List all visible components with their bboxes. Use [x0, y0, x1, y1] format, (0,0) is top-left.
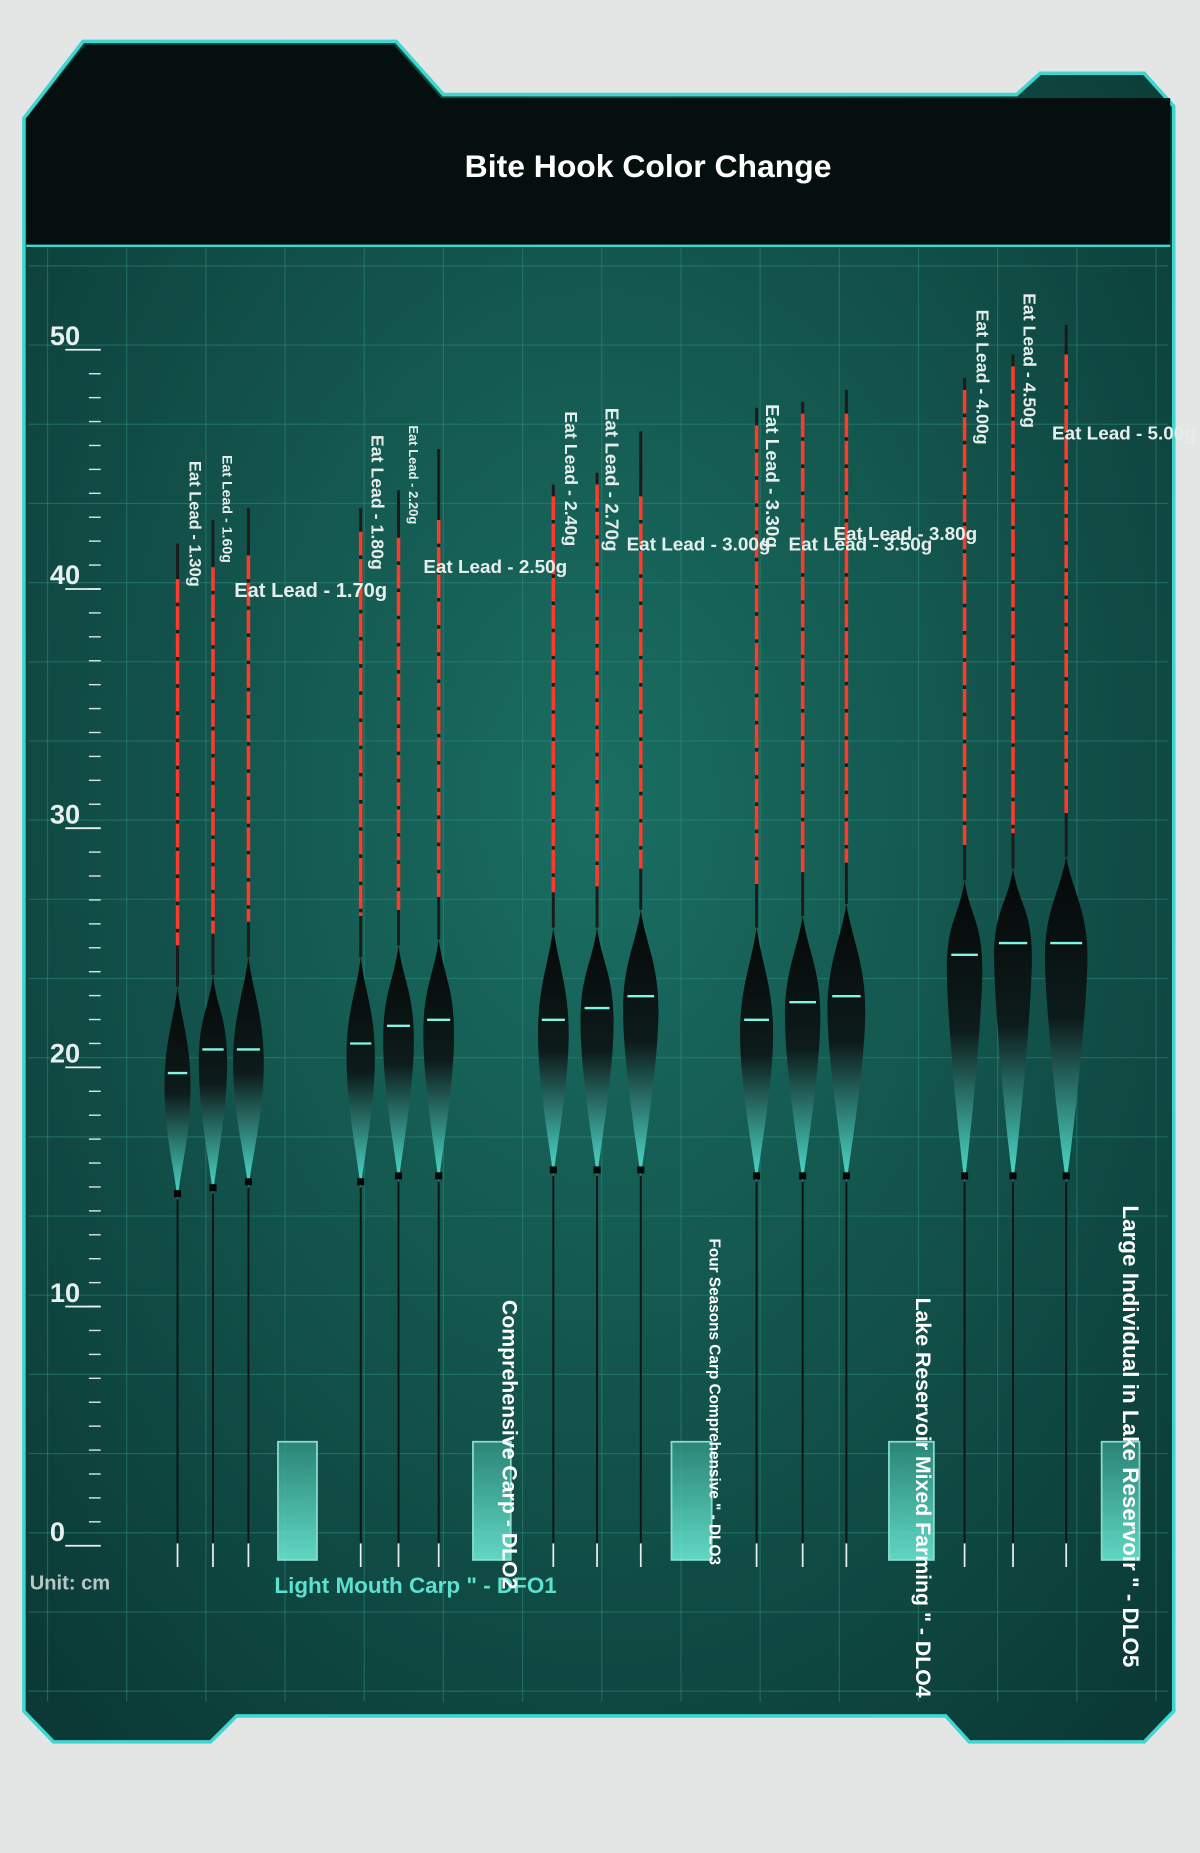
float-foot [593, 1166, 601, 1174]
frame [22, 39, 1176, 1744]
float-foot [753, 1172, 761, 1180]
weight-label: Eat Lead - 1.30g [185, 461, 204, 587]
float-foot [549, 1166, 557, 1174]
ruler: 0 10 20 30 40 50 [50, 320, 101, 1547]
series-label: Light Mouth Carp " - DFO1 [274, 1573, 556, 1598]
float-foot [435, 1172, 443, 1180]
float-foot [244, 1178, 252, 1186]
float-body [740, 927, 774, 1182]
weight-label: Eat Lead - 2.40g [561, 411, 581, 546]
float-foot [799, 1172, 807, 1180]
float-body [580, 927, 614, 1176]
series-label: Large Individual in Lake Reservoir " - D… [1118, 1205, 1143, 1667]
product-box [888, 1440, 935, 1561]
header-band [26, 44, 1171, 245]
tick-label: 30 [50, 798, 80, 829]
unit-label: Unit: cm [30, 1572, 110, 1594]
labels: Light Mouth Carp " - DFO1 Eat Lead - 1.30… [185, 293, 1196, 1698]
product-box [277, 1440, 318, 1561]
weight-label: Eat Lead - 2.50g [423, 557, 567, 578]
float-body [827, 904, 866, 1182]
series-label: Comprehensive Carp - DLO2 [498, 1300, 522, 1590]
float-foot [842, 1172, 850, 1180]
float-body [784, 915, 821, 1182]
float-foot [394, 1172, 403, 1180]
tick-label: 20 [50, 1038, 80, 1069]
weight-label: Eat Lead - 1.60g [218, 455, 234, 563]
tick-label: 50 [50, 320, 80, 351]
title: Bite Hook Color Change [465, 148, 832, 184]
float-body [346, 957, 375, 1188]
floats [164, 324, 1088, 1568]
product-boxes [277, 1440, 1141, 1561]
float-foot [1009, 1172, 1017, 1180]
weight-label: Eat Lead - 3.30g [761, 404, 782, 548]
float-foot [1062, 1172, 1070, 1180]
series-label: Lake Reservoir Mixed Farming " - DLO4 [911, 1298, 935, 1698]
float-body [233, 957, 264, 1188]
weight-label: Eat Lead - 3.50g [788, 535, 932, 556]
product-box [472, 1440, 512, 1561]
float-body [537, 927, 569, 1176]
tick-label: 40 [50, 559, 80, 590]
float-body [994, 868, 1032, 1182]
weight-label: Eat Lead - 4.00g [972, 310, 992, 445]
float-body [164, 986, 191, 1200]
weight-label: Eat Lead - 3.80g [833, 524, 977, 545]
weight-label: Eat Lead - 3.00g [627, 535, 771, 556]
product-box [670, 1440, 713, 1561]
float-body [383, 945, 414, 1182]
weight-label: Eat Lead - 4.50g [1020, 293, 1040, 428]
weight-label: Eat Lead - 5.00g [1052, 424, 1196, 445]
float-body [423, 939, 455, 1182]
product-box [1100, 1440, 1141, 1561]
tick-label: 10 [50, 1277, 80, 1308]
weight-label: Eat Lead - 1.80g [367, 435, 387, 570]
weight-label: Eat Lead - 1.70g [234, 580, 387, 602]
series-label: Four Seasons Carp Comprehensive " - DLO3 [705, 1238, 722, 1564]
float-foot [173, 1190, 182, 1198]
float-foot [357, 1178, 365, 1186]
float-body [1044, 856, 1088, 1182]
weight-label: Eat Lead - 2.20g [406, 425, 421, 524]
float-foot [637, 1166, 645, 1174]
weight-label: Eat Lead - 2.70g [600, 408, 621, 552]
float-foot [961, 1172, 969, 1180]
float-body [198, 974, 228, 1194]
float-foot [209, 1184, 217, 1192]
tick-label: 0 [50, 1516, 65, 1547]
float-body [623, 909, 659, 1176]
